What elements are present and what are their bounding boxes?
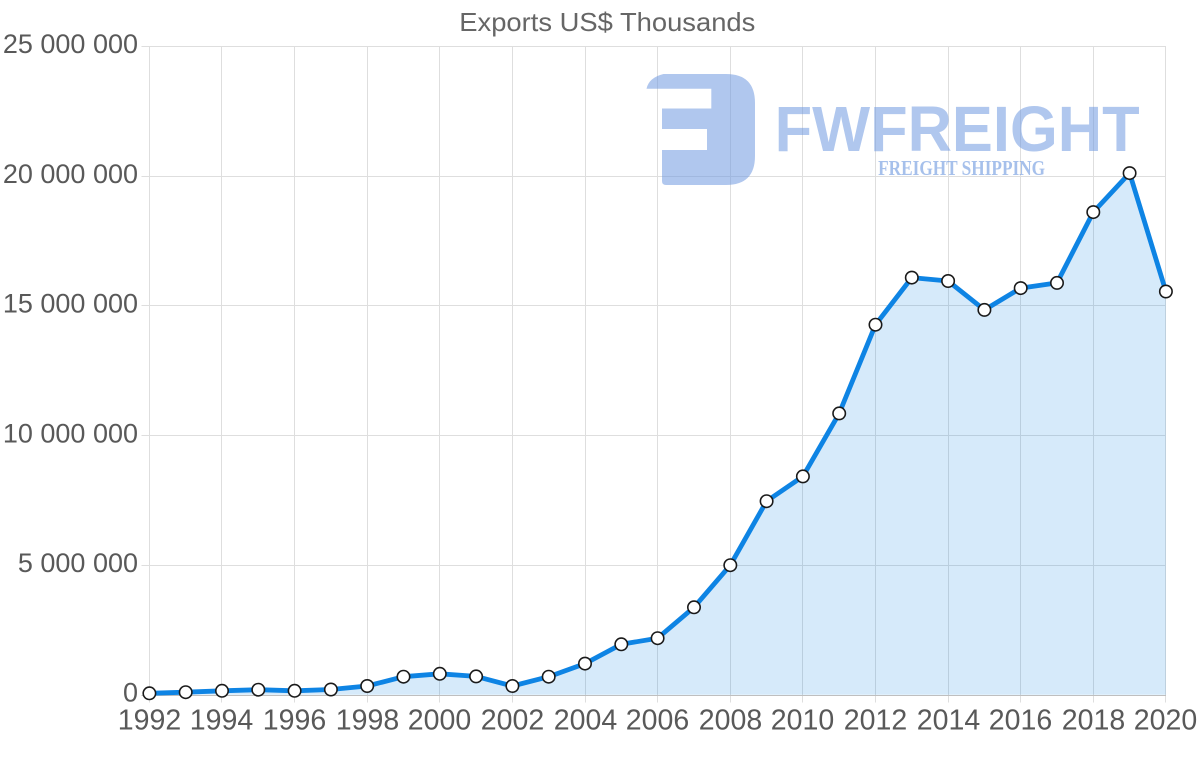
svg-text:1994: 1994 [190,705,254,737]
svg-text:20 000 000: 20 000 000 [3,159,138,189]
svg-text:2020: 2020 [1134,705,1197,737]
svg-text:2004: 2004 [554,705,618,737]
svg-text:2016: 2016 [989,705,1052,737]
svg-text:10 000 000: 10 000 000 [3,418,138,448]
svg-text:FWFREIGHT: FWFREIGHT [775,93,1140,165]
svg-text:1996: 1996 [263,705,326,737]
svg-text:1998: 1998 [336,705,399,737]
svg-text:2006: 2006 [626,705,689,737]
svg-text:15 000 000: 15 000 000 [3,289,138,319]
svg-text:2014: 2014 [917,705,981,737]
svg-text:1992: 1992 [118,705,181,737]
svg-text:2010: 2010 [771,705,834,737]
svg-text:5 000 000: 5 000 000 [18,548,138,578]
svg-text:2018: 2018 [1062,705,1125,737]
svg-text:2012: 2012 [844,705,907,737]
svg-text:Exports US$ Thousands: Exports US$ Thousands [459,7,755,37]
svg-text:FREIGHT SHIPPING: FREIGHT SHIPPING [878,156,1045,180]
svg-text:0: 0 [123,678,138,708]
svg-text:25 000 000: 25 000 000 [3,29,138,59]
svg-text:2002: 2002 [481,705,544,737]
svg-text:2000: 2000 [408,705,471,737]
svg-text:2008: 2008 [699,705,762,737]
